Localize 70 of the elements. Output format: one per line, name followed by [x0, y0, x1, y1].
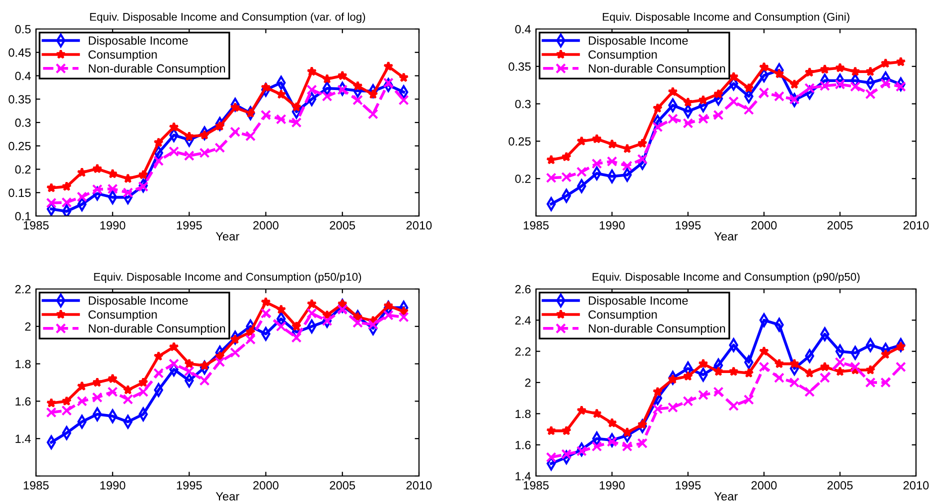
y-tick-label: 1.6	[16, 397, 31, 406]
y-tick-label: 2.2	[15, 285, 31, 294]
x-tick-label: 2005	[330, 481, 356, 490]
y-tick-label: 0.45	[8, 48, 31, 57]
y-tick-label: 1.8	[16, 360, 31, 368]
chart-title: Equiv. Disposable Income and Consumption (p50/p10)	[94, 272, 362, 283]
legend-label: Non-durable Consumption	[588, 64, 725, 75]
x-tick-label: 1985	[524, 221, 549, 230]
y-tick-label: 0.4	[515, 25, 531, 34]
x-tick-label: 1990	[100, 221, 126, 230]
x-tick-label: 2000	[751, 221, 777, 230]
legend-label: Consumption	[588, 310, 657, 322]
x-axis-title: Year	[216, 492, 240, 501]
y-tick-label: 2.4	[515, 316, 531, 324]
x-tick-label: 1985	[524, 481, 549, 490]
legend-label: Consumption	[88, 50, 157, 62]
x-tick-label: 1995	[176, 481, 202, 490]
y-tick-label: 0.2	[15, 165, 31, 174]
y-tick-label: 1.8	[516, 410, 531, 418]
legend-label: Disposable Income	[588, 296, 688, 308]
y-tick-label: 0.4	[15, 72, 31, 80]
legend-label: Consumption	[588, 50, 657, 62]
x-tick-label: 1985	[24, 481, 49, 490]
y-tick-label: 2.2	[515, 347, 531, 356]
legend-label: Non-durable Consumption	[88, 64, 225, 75]
legend-label: Non-durable Consumption	[588, 324, 725, 335]
x-tick-label: 2010	[903, 481, 929, 490]
x-tick-label: 2005	[827, 221, 853, 230]
x-tick-label: 1995	[676, 221, 701, 230]
legend-label: Consumption	[88, 310, 157, 322]
y-tick-label: 0.15	[8, 188, 31, 198]
legend-label: Non-durable Consumption	[88, 324, 225, 335]
y-tick-label: 0.2	[515, 174, 531, 183]
x-tick-label: 2005	[330, 221, 356, 230]
y-tick-label: 1.4	[16, 434, 31, 443]
x-tick-label: 2000	[253, 221, 278, 230]
x-tick-label: 2010	[406, 481, 432, 490]
legend-label: Disposable Income	[88, 36, 188, 48]
y-tick-label: 0.5	[15, 25, 31, 34]
y-tick-label: 0.25	[8, 142, 31, 150]
y-tick-label: 1.4	[516, 472, 531, 480]
y-tick-label: 0.3	[515, 100, 531, 108]
x-tick-label: 2010	[903, 221, 929, 230]
y-tick-label: 0.3	[15, 118, 31, 127]
y-tick-label: 1.6	[516, 440, 531, 450]
y-tick-label: 2	[25, 322, 31, 331]
y-tick-label: 2	[525, 378, 531, 387]
y-tick-label: 2.6	[515, 285, 531, 294]
x-tick-label: 2000	[253, 481, 278, 490]
x-tick-label: 1990	[600, 221, 625, 230]
y-tick-label: 0.1	[15, 212, 31, 220]
x-tick-label: 1995	[176, 221, 202, 230]
chart-title: Equiv. Disposable Income and Consumption (var. of log)	[90, 12, 366, 23]
legend-label: Disposable Income	[588, 36, 688, 48]
x-tick-label: 1990	[100, 481, 126, 490]
x-tick-label: 2005	[827, 481, 853, 490]
x-axis-title: Year	[216, 232, 240, 241]
x-tick-label: 2000	[751, 481, 777, 490]
x-tick-label: 1985	[24, 221, 49, 230]
chart-title: Equiv. Disposable Income and Consumption (Gini)	[602, 12, 850, 23]
chart-title: Equiv. Disposable Income and Consumption (p90/p50)	[592, 272, 860, 283]
x-tick-label: 2010	[406, 221, 432, 230]
x-tick-label: 1990	[600, 481, 625, 490]
x-tick-label: 1995	[676, 481, 701, 490]
y-tick-label: 0.25	[508, 137, 531, 146]
y-tick-label: 0.35	[508, 62, 531, 71]
legend-label: Disposable Income	[88, 296, 188, 308]
y-tick-label: 0.35	[8, 95, 31, 104]
x-axis-title: Year	[714, 492, 738, 501]
x-axis-title: Year	[714, 232, 738, 241]
